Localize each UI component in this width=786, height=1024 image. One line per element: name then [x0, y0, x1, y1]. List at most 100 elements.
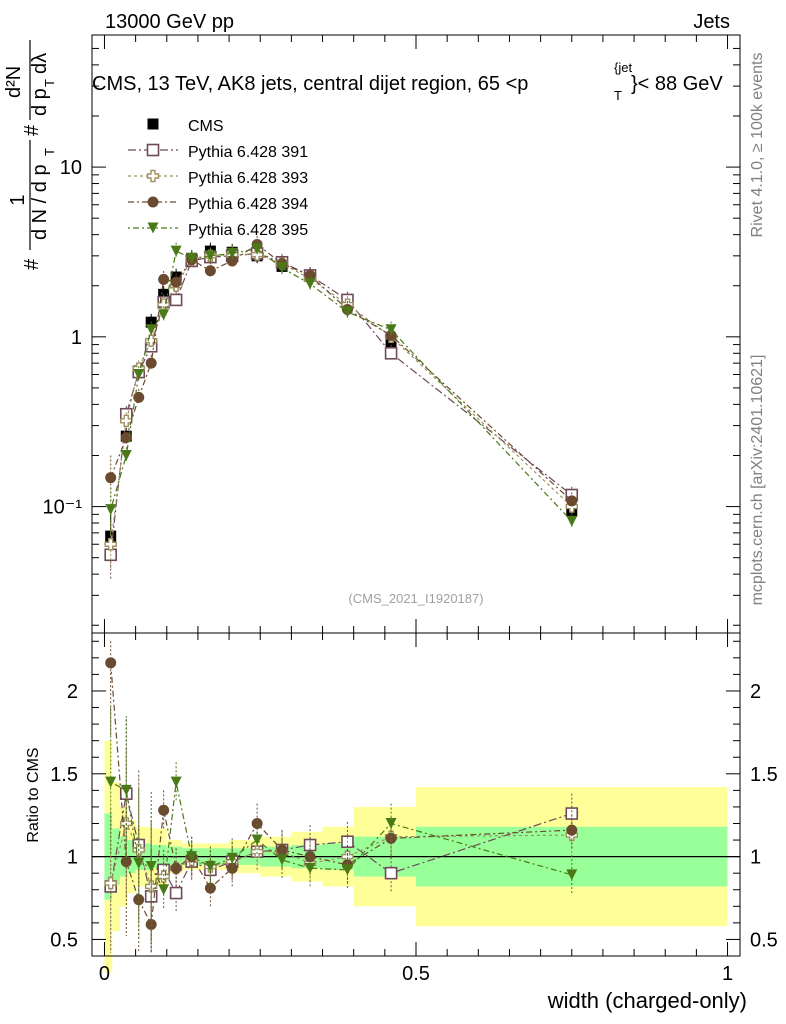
data-point: [341, 306, 353, 318]
legend-marker: [147, 222, 159, 234]
x-axis-label: width (charged-only): [547, 988, 747, 1013]
ratio-line: [110, 662, 572, 927]
ratio-point: [170, 862, 182, 874]
svg-text:T: T: [42, 148, 57, 156]
ratio-y-tick-label: 0.5: [50, 929, 78, 951]
ratio-point: [304, 862, 316, 874]
svg-text:d p: d p: [29, 88, 51, 116]
legend-entry: CMS: [147, 118, 224, 135]
series-pythia-6-428-394: [105, 236, 578, 509]
data-point: [120, 449, 132, 461]
data-point: [133, 391, 145, 403]
data-point: [250, 248, 264, 261]
plot-title: CMS, 13 TeV, AK8 jets, central dijet reg…: [92, 60, 723, 103]
title-main: CMS, 13 TeV, AK8 jets, central dijet reg…: [92, 73, 528, 95]
svg-text:1: 1: [7, 194, 29, 205]
legend-label: Pythia 6.428 394: [188, 196, 308, 213]
ratio-point: [105, 776, 117, 788]
ratio-point: [105, 657, 117, 669]
ratio-point: [385, 832, 397, 844]
ratio-y-tick-label-right: 1: [750, 847, 761, 869]
ratio-point: [169, 886, 183, 900]
ratio-line: [110, 821, 572, 888]
ratio-y-tick-label-right: 0.5: [750, 929, 778, 951]
ratio-series: [104, 641, 579, 953]
data-point: [384, 346, 398, 360]
ratio-point: [158, 804, 170, 816]
data-point: [385, 324, 397, 336]
ratio-point: [251, 817, 263, 829]
data-point: [226, 255, 238, 267]
data-point: [304, 278, 316, 290]
legend-marker: [146, 143, 160, 157]
ratio-pythia-6-428-395: [105, 707, 578, 942]
ratio-y-tick-label: 1.5: [50, 764, 78, 786]
ratio-point: [341, 864, 353, 876]
ratio-y-tick-label: 1: [67, 847, 78, 869]
series-line: [110, 252, 573, 555]
ratio-point: [226, 852, 238, 864]
title-sub: T: [614, 88, 622, 103]
svg-text:T: T: [42, 79, 57, 87]
ratio-y-axis-label: Ratio to CMS: [25, 747, 42, 842]
data-point: [276, 262, 288, 274]
legend: CMS Pythia 6.428 391 Pythia 6.428 393 Pythi…: [128, 118, 308, 239]
axes: 10 1 10⁻¹ 2 2 1.5 1.5 1 1 0.5 0.5 0 0.5 1: [43, 34, 778, 985]
upper-y-axis-label: # d N / d p T 1 # d p T dλ d²N: [3, 40, 57, 270]
legend-entry: Pythia 6.428 394: [128, 196, 308, 213]
ratio-point: [158, 884, 170, 896]
x-tick-label: 0: [99, 963, 110, 985]
ratio-y-tick-label-right: 1.5: [750, 764, 778, 786]
ratio-point: [120, 784, 132, 796]
legend-entry: Pythia 6.428 391: [128, 143, 308, 161]
svg-text:d²N: d²N: [3, 66, 25, 98]
data-point: [204, 265, 216, 277]
data-point: [170, 245, 182, 257]
data-point: [304, 269, 316, 281]
data-point: [186, 252, 198, 264]
svg-text:d N / d p: d N / d p: [29, 164, 51, 240]
ratio-point: [104, 876, 117, 890]
x-tick-label: 1: [722, 963, 733, 985]
title-sup: {jet: [614, 60, 632, 75]
header-right: Jets: [693, 11, 730, 33]
data-point: [169, 293, 183, 307]
watermark: (CMS_2021_I1920187): [348, 591, 483, 606]
side-text-bottom: mcplots.cern.ch [arXiv:2401.10621]: [749, 355, 766, 606]
legend-label: CMS: [188, 118, 224, 135]
ratio-point: [133, 894, 145, 906]
x-tick-label: 0.5: [402, 963, 430, 985]
header-left: 13000 GeV pp: [105, 11, 234, 33]
legend-label: Pythia 6.428 395: [188, 222, 308, 239]
data-point: [145, 357, 157, 369]
data-point: [226, 247, 238, 259]
ratio-point: [186, 851, 198, 863]
ratio-point: [566, 824, 578, 836]
svg-text:#: #: [21, 124, 43, 136]
title-tail: }< 88 GeV: [631, 73, 723, 95]
ratio-point: [276, 854, 288, 866]
legend-marker: [147, 196, 159, 208]
ratio-point: [385, 817, 397, 829]
data-point: [105, 504, 117, 516]
ratio-point: [145, 861, 157, 873]
data-point: [133, 368, 145, 380]
side-text-top: Rivet 4.1.0, ≥ 100k events: [749, 53, 766, 238]
data-point: [251, 243, 263, 255]
legend-entry: Pythia 6.428 393: [128, 169, 308, 187]
ratio-point: [133, 857, 145, 869]
svg-text:dλ: dλ: [29, 53, 51, 74]
ratio-point: [251, 834, 263, 846]
ratio-y-tick-label-right: 2: [750, 681, 761, 703]
upper-y-tick-label: 1: [71, 327, 82, 349]
data-point: [105, 472, 117, 484]
data-point: [566, 515, 578, 527]
ratio-point: [170, 776, 182, 788]
legend-entry: Pythia 6.428 395: [128, 222, 308, 239]
data-point: [104, 538, 117, 551]
upper-y-tick-label: 10⁻¹: [43, 497, 83, 519]
legend-marker: [146, 169, 160, 183]
data-point: [120, 414, 133, 428]
ratio-point: [204, 861, 216, 873]
